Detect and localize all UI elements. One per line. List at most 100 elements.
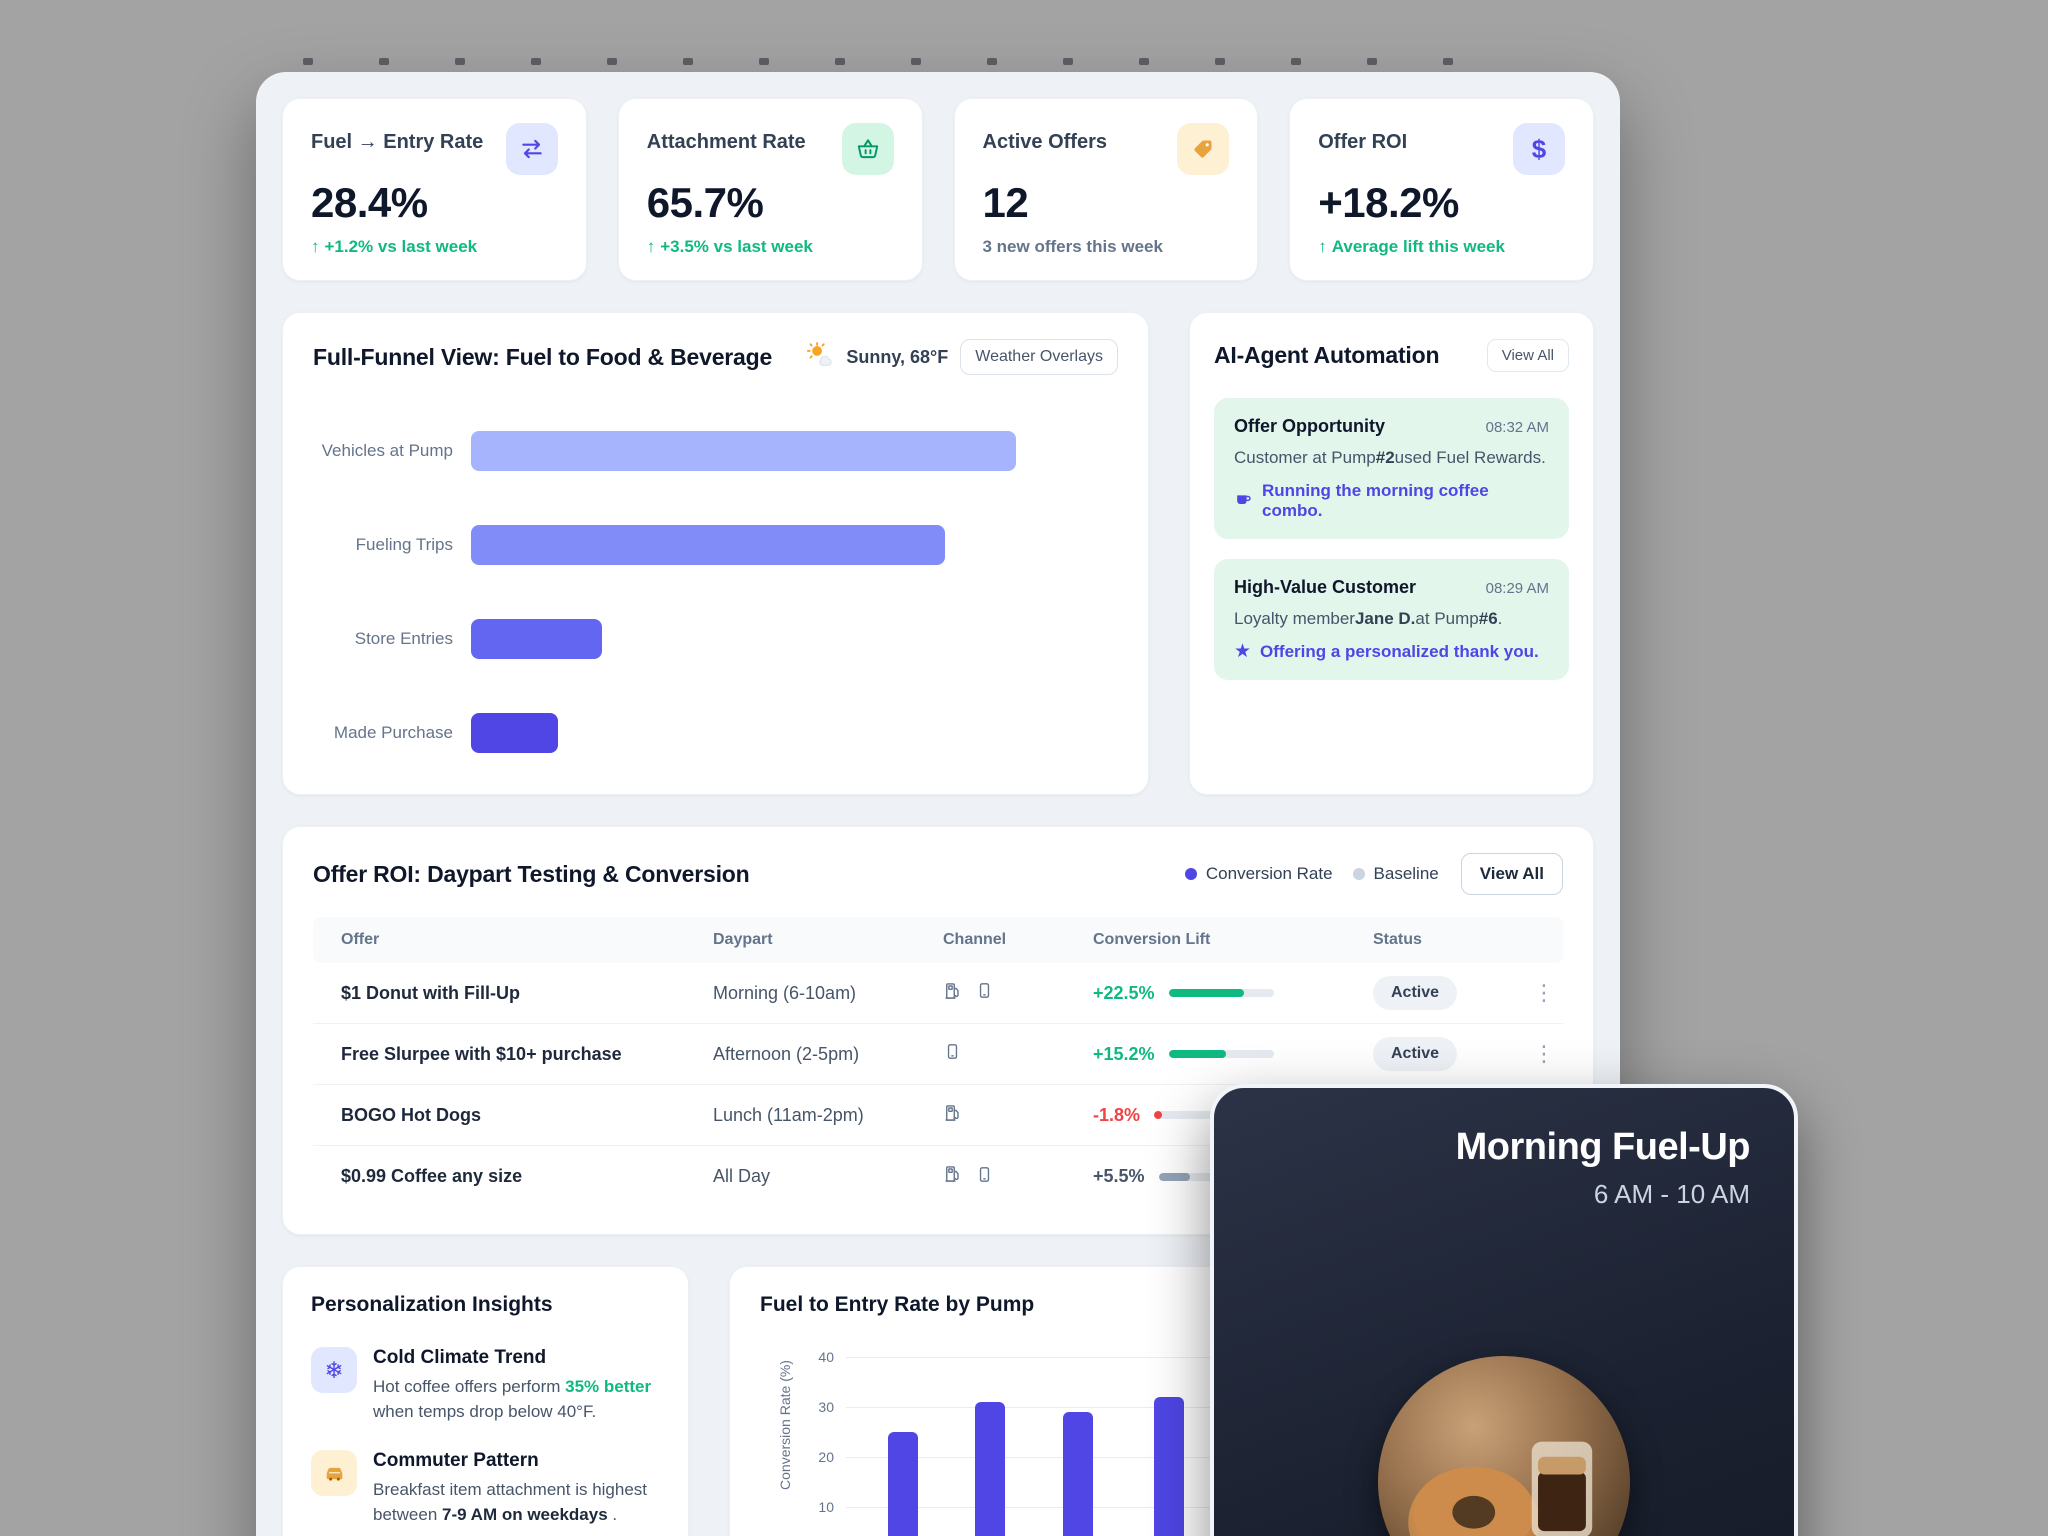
legend-dot <box>1352 868 1365 880</box>
insight-body: Hot coffee offers perform 35% better whe… <box>373 1377 652 1421</box>
funnel-title: Full-Funnel View: Fuel to Food & Beverag… <box>313 343 773 370</box>
channel-icons <box>943 1103 1093 1128</box>
swap-arrows-icon <box>505 123 558 175</box>
column-header-daypart: Daypart <box>713 931 773 948</box>
row-menu-icon[interactable]: ⋮ <box>1533 980 1555 1005</box>
insight-commuter-pattern: Commuter Pattern Breakfast item attachme… <box>311 1450 660 1527</box>
lift-progress-track <box>1168 989 1274 997</box>
kpi-delta-text: 3 new offers this week <box>982 237 1163 256</box>
channel-icons <box>943 1164 1093 1189</box>
kpi-value: 65.7% <box>646 179 764 226</box>
lift-progress-track <box>1154 1111 1260 1119</box>
y-axis-label: Conversion Rate (%) <box>777 1360 793 1490</box>
gridline: 10 <box>818 1499 1553 1515</box>
fuel-pump-icon <box>943 1103 963 1128</box>
alert-time: 08:32 AM <box>1485 419 1549 436</box>
dashboard-container: Fuel → Entry Rate 28.4% ↑ +1.2% vs last … <box>256 72 1620 1536</box>
legend-conversion-rate: Conversion Rate <box>1184 864 1333 884</box>
funnel-bar <box>471 431 1016 471</box>
alert-action-link[interactable]: ★ Offering a personalized thank you. <box>1234 642 1549 662</box>
kpi-delta: 3 new offers this week <box>983 237 1230 257</box>
kpi-title: Fuel → Entry Rate <box>311 131 484 153</box>
insight-title: Cold Climate Trend <box>373 1347 547 1368</box>
bar-pump-4 <box>1154 1397 1184 1536</box>
funnel-track <box>471 431 1016 471</box>
funnel-row: Store Entries <box>313 619 1118 659</box>
offers-table-title: Offer ROI: Daypart Testing & Conversion <box>313 860 750 887</box>
weather-overlays-button[interactable]: Weather Overlays <box>960 339 1118 375</box>
funnel-track <box>471 713 1016 753</box>
offer-name: Free Slurpee with $10+ purchase <box>341 1043 622 1064</box>
status-badge: Active <box>1373 1037 1458 1071</box>
fuel-pump-icon <box>943 1164 963 1189</box>
ai-panel-title: AI-Agent Automation <box>1214 342 1440 368</box>
ai-view-all-button[interactable]: View All <box>1486 339 1569 372</box>
offer-name: $0.99 Coffee any size <box>341 1166 523 1186</box>
lift-progress-fill <box>1154 1111 1163 1119</box>
alert-title: High-Value Customer <box>1234 576 1417 597</box>
insight-body: Breakfast item attachment is highest bet… <box>373 1480 648 1524</box>
table-row: BOGO Hot Dogs Lunch (11am-2pm) -1.8% <box>313 1085 1563 1146</box>
insights-title: Personalization Insights <box>311 1293 553 1316</box>
funnel-bar <box>471 713 559 753</box>
weather-widget: Sunny, 68°F Weather Overlays <box>806 339 1118 375</box>
kpi-title: Offer ROI <box>1318 131 1408 153</box>
funnel-row: Vehicles at Pump <box>313 431 1118 471</box>
alert-body: Loyalty memberJane D.at Pump#6. <box>1234 608 1503 628</box>
mobile-icon <box>975 981 994 1005</box>
alert-action-text: Running the morning coffee combo. <box>1262 480 1489 520</box>
table-row: $1 Donut with Fill-Up Morning (6-10am) +… <box>313 963 1563 1024</box>
lift-value: +5.5% <box>1093 1166 1145 1186</box>
status-cell: Active <box>1373 1037 1533 1071</box>
kpi-value: 12 <box>982 179 1029 226</box>
alert-action-link[interactable]: Running the morning coffee combo. <box>1234 481 1549 521</box>
mobile-icon <box>975 1165 994 1189</box>
funnel-category-label: Fueling Trips <box>355 535 453 554</box>
lift-progress-track <box>1168 1050 1274 1058</box>
funnel-bar <box>471 525 946 565</box>
column-header-offer: Offer <box>341 931 380 948</box>
lift-progress-fill <box>1168 1050 1227 1058</box>
kpi-value: +18.2% <box>1318 179 1459 226</box>
gridline: 30 <box>818 1399 1553 1415</box>
row-menu-icon[interactable]: ⋮ <box>1533 1041 1555 1066</box>
kpi-delta: ↑ +1.2% vs last week <box>311 237 558 257</box>
coffee-donut-photo <box>1378 1356 1630 1536</box>
alert-title: Offer Opportunity <box>1234 416 1385 436</box>
lift-value: +15.2% <box>1093 1043 1155 1064</box>
snowflake-icon: ❄ <box>311 1347 357 1393</box>
channel-icons <box>943 1042 1093 1066</box>
offer-name: BOGO Hot Dogs <box>341 1104 481 1125</box>
funnel-track <box>471 619 1016 659</box>
middle-row: Full-Funnel View: Fuel to Food & Beverag… <box>282 312 1594 795</box>
status-cell: Active <box>1373 976 1533 1010</box>
insight-cold-climate: ❄ Cold Climate Trend Hot coffee offers p… <box>311 1347 660 1424</box>
bar-pump-3 <box>1063 1412 1093 1536</box>
table-row: Free Slurpee with $10+ purchase Afternoo… <box>313 1024 1563 1085</box>
funnel-chart: Vehicles at Pump Fueling Trips Store Ent… <box>313 431 1118 753</box>
table-view-all-button[interactable]: View All <box>1460 853 1563 895</box>
gridline: 40 <box>818 1349 1553 1365</box>
conversion-lift-cell: -1.8% <box>1093 1105 1373 1126</box>
up-arrow-icon: ↑ <box>646 237 656 256</box>
channel-icons <box>943 981 1093 1006</box>
kpi-card-fuel-entry-rate: Fuel → Entry Rate 28.4% ↑ +1.2% vs last … <box>282 98 587 281</box>
lift-value: -1.8% <box>1093 1104 1141 1125</box>
personalization-insights-card: Personalization Insights ❄ Cold Climate … <box>282 1266 689 1536</box>
insight-title: Commuter Pattern <box>373 1450 539 1472</box>
y-tick: 10 <box>818 1499 834 1515</box>
kpi-delta-text: +3.5% vs last week <box>660 237 813 256</box>
alert-time: 08:29 AM <box>1485 579 1549 597</box>
y-tick: 30 <box>818 1399 834 1415</box>
weather-label: Sunny, 68°F <box>846 346 949 367</box>
promo-title: Morning Fuel-Up <box>1455 1126 1751 1168</box>
basket-icon <box>841 123 894 175</box>
ai-alert-high-value-customer: High-Value Customer 08:29 AM Loyalty mem… <box>1214 558 1569 680</box>
legend: Conversion Rate Baseline <box>1184 864 1439 884</box>
kpi-row: Fuel → Entry Rate 28.4% ↑ +1.2% vs last … <box>282 98 1594 281</box>
funnel-category-label: Vehicles at Pump <box>321 441 453 460</box>
alert-body: Customer at Pump#2used Fuel Rewards. <box>1234 448 1546 467</box>
alert-action-text: Offering a personalized thank you. <box>1260 641 1539 661</box>
table-header-row: Offer Daypart Channel Conversion Lift St… <box>313 917 1563 963</box>
